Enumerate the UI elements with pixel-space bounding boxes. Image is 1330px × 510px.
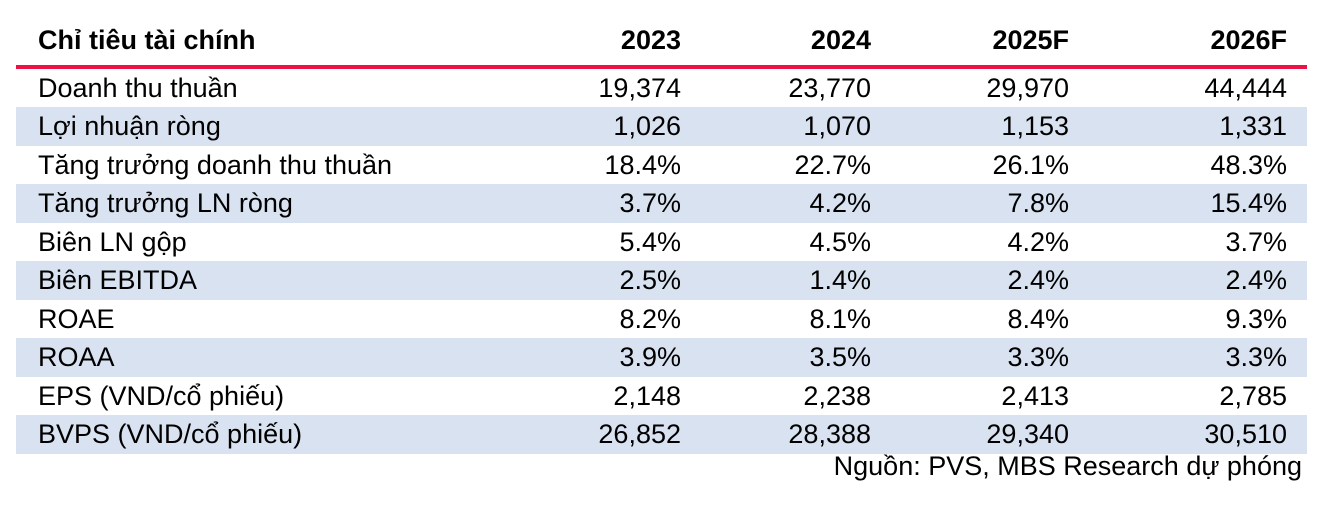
table-row: ROAA 3.9% 3.5% 3.3% 3.3% [16,338,1307,377]
metric-value: 23,770 [788,72,871,103]
metric-value: 8.1% [809,303,871,334]
table-row: Doanh thu thuần 19,374 23,770 29,970 44,… [16,67,1307,108]
metric-label: ROAA [38,342,115,373]
column-header-metric: Chỉ tiêu tài chính [16,22,521,69]
column-header-2026f: 2026F [1089,22,1307,69]
metric-label: Biên LN gộp [38,226,187,257]
metric-value: 26,852 [598,419,681,450]
metric-value: 2,238 [803,380,871,411]
table-row: Tăng trưởng LN ròng 3.7% 4.2% 7.8% 15.4% [16,184,1307,223]
table-row: BVPS (VND/cổ phiếu) 26,852 28,388 29,340… [16,415,1307,454]
metric-value: 29,340 [986,419,1069,450]
table-row: Lợi nhuận ròng 1,026 1,070 1,153 1,331 [16,107,1307,146]
metric-value: 1,070 [803,111,871,142]
column-header-2025f: 2025F [891,22,1089,69]
metric-value: 19,374 [598,72,681,103]
metric-label: Tăng trưởng doanh thu thuần [38,149,393,180]
metric-value: 3.3% [1007,342,1069,373]
metric-value: 26.1% [992,149,1069,180]
metric-value: 2.4% [1225,265,1287,296]
metric-label: Tăng trưởng LN ròng [38,188,293,219]
column-header-2023: 2023 [521,22,701,69]
column-header-2024: 2024 [701,22,891,69]
table-row: ROAE 8.2% 8.1% 8.4% 9.3% [16,300,1307,339]
metric-value: 9.3% [1225,303,1287,334]
metric-value: 1.4% [809,265,871,296]
metric-label: EPS (VND/cổ phiếu) [38,380,285,411]
metric-value: 1,331 [1219,111,1287,142]
metric-value: 3.5% [809,342,871,373]
table-row: Biên EBITDA 2.5% 1.4% 2.4% 2.4% [16,261,1307,300]
source-note: Nguồn: PVS, MBS Research dự phóng [833,451,1302,481]
metric-value: 2.4% [1007,265,1069,296]
metric-label: Lợi nhuận ròng [38,111,221,142]
metric-value: 2,148 [613,380,681,411]
metric-value: 3.7% [1225,226,1287,257]
metric-value: 48.3% [1210,149,1287,180]
metric-value: 30,510 [1204,419,1287,450]
metric-value: 3.7% [619,188,681,219]
metric-value: 15.4% [1210,188,1287,219]
metric-label: ROAE [38,303,115,334]
metric-label: BVPS (VND/cổ phiếu) [38,419,303,450]
metric-value: 4.2% [809,188,871,219]
metric-value: 8.2% [619,303,681,334]
metric-value: 4.2% [1007,226,1069,257]
metric-value: 7.8% [1007,188,1069,219]
financial-metrics-table: Chỉ tiêu tài chính 2023 2024 2025F 2026F… [16,22,1307,454]
metric-value: 3.9% [619,342,681,373]
table-header: Chỉ tiêu tài chính 2023 2024 2025F 2026F [16,22,1307,69]
metric-value: 1,026 [613,111,681,142]
metric-value: 44,444 [1204,72,1287,103]
metric-value: 2.5% [619,265,681,296]
metric-value: 28,388 [788,419,871,450]
table-row: EPS (VND/cổ phiếu) 2,148 2,238 2,413 2,7… [16,377,1307,416]
metric-value: 29,970 [986,72,1069,103]
metric-value: 5.4% [619,226,681,257]
metric-value: 2,785 [1219,380,1287,411]
metric-value: 8.4% [1007,303,1069,334]
metric-value: 2,413 [1001,380,1069,411]
metric-label: Biên EBITDA [38,265,198,296]
table-row: Tăng trưởng doanh thu thuần 18.4% 22.7% … [16,146,1307,185]
table-body: Doanh thu thuần 19,374 23,770 29,970 44,… [16,67,1307,454]
table-row: Biên LN gộp 5.4% 4.5% 4.2% 3.7% [16,223,1307,262]
metric-value: 4.5% [809,226,871,257]
metric-value: 1,153 [1001,111,1069,142]
metric-value: 22.7% [794,149,871,180]
metric-value: 18.4% [604,149,681,180]
metric-value: 3.3% [1225,342,1287,373]
header-row: Chỉ tiêu tài chính 2023 2024 2025F 2026F [16,22,1307,69]
metric-label: Doanh thu thuần [38,72,238,103]
